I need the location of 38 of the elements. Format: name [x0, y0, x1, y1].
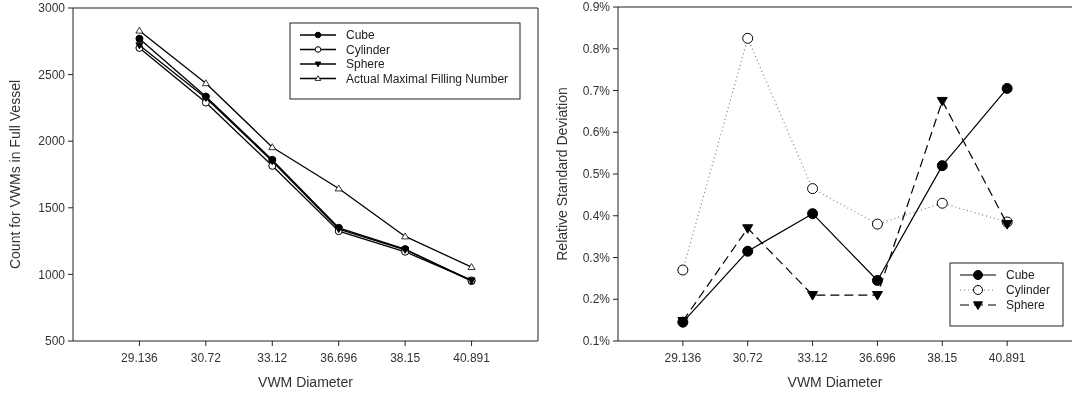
x-tick-label: 40.891	[988, 351, 1026, 365]
x-tick-label: 30.72	[732, 351, 764, 365]
legend-label: Sphere	[1006, 298, 1046, 313]
y-tick-label: 2500	[38, 67, 66, 82]
y-tick-label: 0.8%	[582, 41, 611, 56]
x-axis-title: VWM Diameter	[787, 374, 883, 390]
x-tick-label: 30.72	[190, 351, 222, 365]
legend-label: Sphere	[346, 57, 386, 72]
legend-label: Cylinder	[1006, 283, 1051, 298]
x-axis-title: VWM Diameter	[258, 374, 354, 390]
y-tick-label: 0.4%	[582, 208, 611, 223]
x-tick-label: 38.15	[927, 351, 958, 365]
legend-label: Cylinder	[346, 42, 391, 57]
y-tick-label: 1500	[38, 201, 66, 215]
x-tick-label: 29.136	[121, 351, 159, 365]
y-axis-title: Count for VWMs in Full Vessel	[7, 79, 23, 270]
y-tick-label: 0.5%	[582, 167, 611, 182]
y-tick-label: 3000	[38, 1, 66, 16]
x-tick-label: 33.12	[257, 351, 288, 365]
y-tick-label: 0.6%	[582, 125, 611, 140]
y-tick-label: 0.7%	[582, 83, 611, 98]
y-tick-label: 0.3%	[582, 250, 611, 265]
y-tick-label: 0.2%	[582, 292, 611, 307]
legend-label: Cube	[346, 28, 376, 43]
y-axis-title: Relative Standard Deviation	[554, 87, 570, 261]
y-tick-label: 1000	[38, 267, 66, 282]
x-tick-label: 38.15	[390, 351, 421, 365]
y-tick-label: 0.9%	[582, 0, 611, 15]
y-tick-label: 2000	[38, 134, 66, 149]
x-tick-label: 33.12	[797, 351, 828, 365]
y-tick-label: 500	[44, 334, 66, 349]
y-tick-label: 0.1%	[582, 334, 611, 349]
x-tick-label: 40.891	[453, 351, 491, 365]
x-tick-label: 36.696	[859, 351, 897, 365]
x-tick-label: 29.136	[664, 351, 702, 365]
legend-label: Cube	[1006, 268, 1036, 283]
legend-label: Actual Maximal Filling Number	[346, 71, 509, 86]
x-tick-label: 36.696	[320, 351, 358, 365]
